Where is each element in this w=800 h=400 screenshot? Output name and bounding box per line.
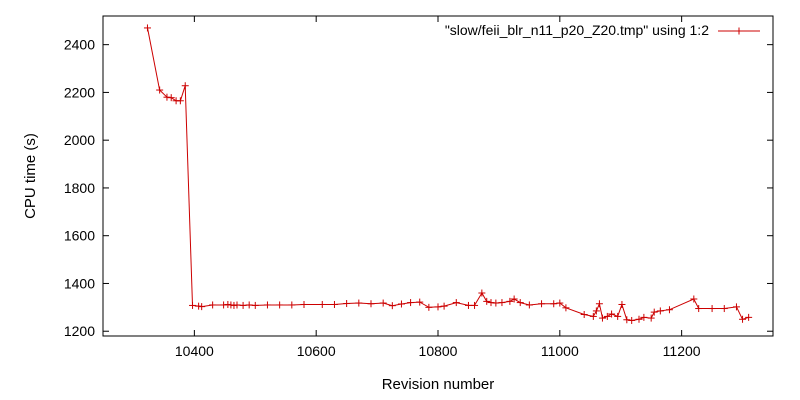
data-point-marker xyxy=(440,302,448,310)
data-point-marker xyxy=(143,24,151,32)
data-point-marker xyxy=(732,303,740,311)
series-line xyxy=(147,27,749,322)
data-point-marker xyxy=(167,94,175,102)
data-point-marker xyxy=(156,86,164,94)
data-point-marker xyxy=(343,300,351,308)
data-point-marker xyxy=(176,97,184,105)
legend-marker-host xyxy=(735,27,743,35)
data-point-marker xyxy=(745,313,753,321)
data-point-marker xyxy=(478,289,486,297)
data-point-marker xyxy=(690,295,698,303)
legend-label: "slow/feii_blr_n11_p20_Z20.tmp" using 1:… xyxy=(445,22,709,38)
x-tick-label: 10800 xyxy=(419,343,458,359)
data-point-marker xyxy=(739,315,747,323)
ticks-layer: 1200 1400 1600 1800 2000 2200 2400 10400 10600 10… xyxy=(64,16,773,359)
data-point-marker xyxy=(233,301,241,309)
y-tick-label: 2400 xyxy=(64,37,95,53)
data-point-marker xyxy=(647,314,655,322)
x-tick-label: 11200 xyxy=(663,343,701,359)
data-point-marker xyxy=(506,297,514,305)
y-tick-label: 1800 xyxy=(64,180,95,196)
data-point-marker xyxy=(589,312,597,320)
data-point-marker xyxy=(251,301,259,309)
data-point-marker xyxy=(595,300,603,308)
data-point-marker xyxy=(452,299,460,307)
y-tick-label: 1600 xyxy=(64,228,95,244)
x-tick-label: 10400 xyxy=(175,343,214,359)
data-point-marker xyxy=(628,316,636,324)
data-point-marker xyxy=(708,305,716,313)
data-point-marker xyxy=(608,310,616,318)
data-point-marker xyxy=(434,303,442,311)
data-point-marker xyxy=(556,299,564,307)
data-point-marker xyxy=(510,295,518,303)
data-point-marker xyxy=(614,312,622,320)
data-point-marker xyxy=(416,298,424,306)
data-point-marker xyxy=(379,299,387,307)
y-tick-label: 1200 xyxy=(64,323,95,339)
data-point-marker xyxy=(189,301,197,309)
data-point-marker xyxy=(695,305,703,313)
data-point-marker xyxy=(665,306,673,314)
data-point-marker xyxy=(425,303,433,311)
y-tick-label: 1400 xyxy=(64,275,95,291)
data-point-marker xyxy=(483,297,491,305)
data-point-marker xyxy=(640,313,648,321)
data-point-marker xyxy=(471,301,479,309)
data-point-marker xyxy=(550,300,558,308)
data-point-marker xyxy=(618,300,626,308)
data-point-marker xyxy=(650,308,658,316)
data-point-marker xyxy=(355,299,363,307)
data-point-marker xyxy=(288,301,296,309)
data-point-marker xyxy=(525,301,533,309)
legend: "slow/feii_blr_n11_p20_Z20.tmp" using 1:… xyxy=(445,22,760,38)
data-point-marker xyxy=(635,315,643,323)
plot-frame xyxy=(102,15,774,337)
x-tick-label: 11000 xyxy=(541,343,579,359)
data-point-marker xyxy=(239,301,247,309)
x-axis-title: Revision number xyxy=(382,376,495,393)
data-point-marker xyxy=(538,300,546,308)
data-point-marker xyxy=(245,301,253,309)
data-point-marker xyxy=(498,299,506,307)
data-point-marker xyxy=(516,299,524,307)
data-point-marker xyxy=(592,307,600,315)
x-tick-label: 10600 xyxy=(297,343,336,359)
data-point-marker xyxy=(580,311,588,319)
data-point-marker xyxy=(407,299,415,307)
data-point-marker xyxy=(367,300,375,308)
data-point-marker xyxy=(209,301,217,309)
data-point-marker xyxy=(464,301,472,309)
data-point-marker xyxy=(388,302,396,310)
data-point-marker xyxy=(598,314,606,322)
data-point-marker xyxy=(198,303,206,311)
data-point-marker xyxy=(562,304,570,312)
y-tick-label: 2000 xyxy=(64,132,95,148)
data-point-marker xyxy=(720,305,728,313)
data-point-marker xyxy=(397,300,405,308)
y-axis-title: CPU time (s) xyxy=(22,133,39,219)
data-point-marker xyxy=(492,299,500,307)
data-point-marker xyxy=(181,82,189,90)
y-tick-label: 2200 xyxy=(64,84,95,100)
data-point-marker xyxy=(603,312,611,320)
series-layer xyxy=(143,24,753,324)
data-point-marker xyxy=(656,307,664,315)
data-point-marker xyxy=(276,301,284,309)
data-point-marker xyxy=(300,300,308,308)
data-point-marker xyxy=(330,300,338,308)
data-point-marker xyxy=(263,301,271,309)
data-point-marker xyxy=(623,316,631,324)
data-point-marker xyxy=(318,300,326,308)
